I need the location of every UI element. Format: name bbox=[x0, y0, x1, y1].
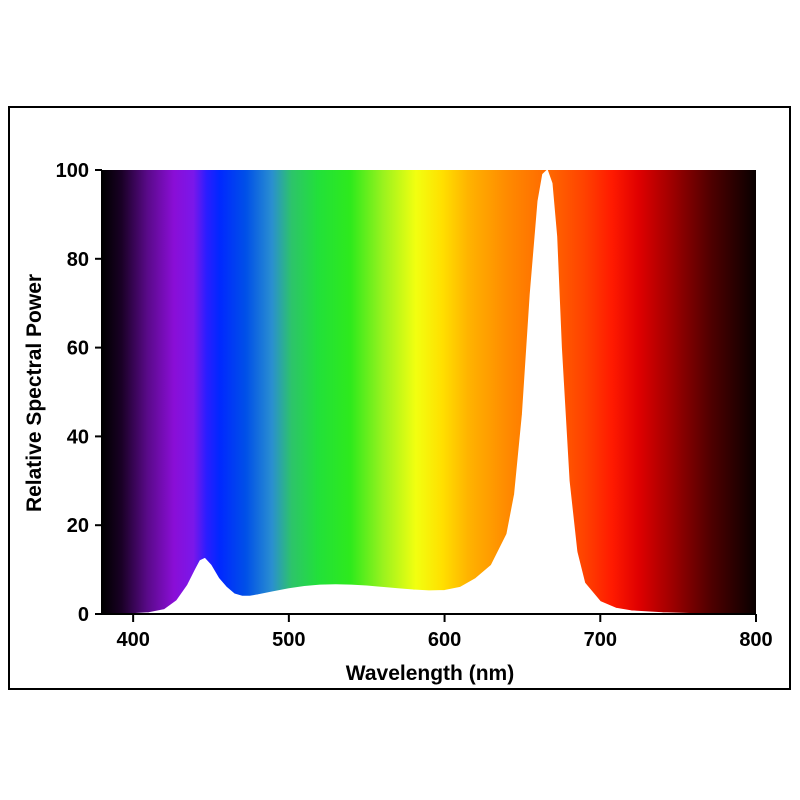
y-tick-label-100: 100 bbox=[56, 160, 89, 182]
x-tick-label-600: 600 bbox=[428, 629, 461, 651]
spectrum-background bbox=[102, 170, 756, 614]
y-tick-label-80: 80 bbox=[67, 249, 89, 271]
y-tick-label-60: 60 bbox=[67, 338, 89, 360]
plot-area: 0 20 40 60 80 100 400 500 600 700 800 bbox=[56, 160, 773, 651]
x-tick-label-700: 700 bbox=[584, 629, 617, 651]
x-tick-label-400: 400 bbox=[116, 629, 149, 651]
spectral-power-curve bbox=[101, 169, 757, 615]
x-tick-label-800: 800 bbox=[739, 629, 772, 651]
y-axis-title: Relative Spectral Power bbox=[23, 274, 46, 512]
y-tick-label-40: 40 bbox=[67, 426, 89, 448]
y-tick-label-0: 0 bbox=[78, 604, 89, 626]
x-axis-title: Wavelength (nm) bbox=[346, 662, 514, 685]
x-tick-label-500: 500 bbox=[272, 629, 305, 651]
y-tick-label-20: 20 bbox=[67, 515, 89, 537]
